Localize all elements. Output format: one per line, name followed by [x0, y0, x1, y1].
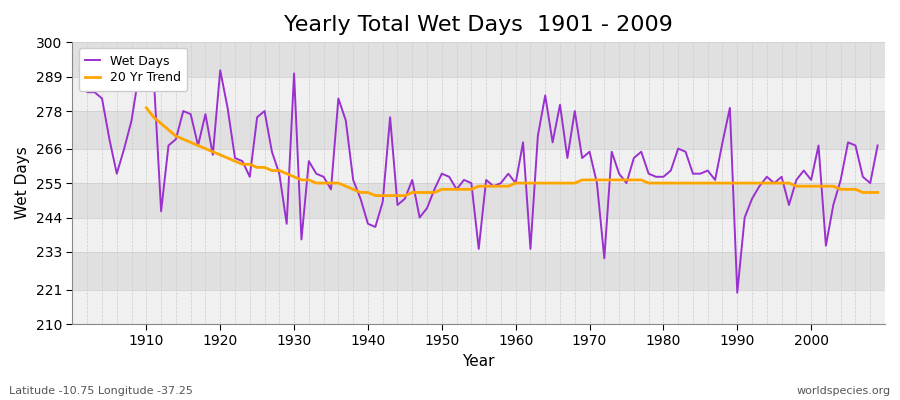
20 Yr Trend [584, 178, 595, 182]
20 Yr Trend [525, 181, 535, 186]
Wet Days [340, 118, 351, 123]
Bar [73, 111, 885, 149]
20 Yr Trend [872, 190, 883, 195]
Wet Days [75, 68, 86, 73]
20 Yr Trend [310, 181, 321, 186]
Wet Days [598, 256, 609, 261]
Bar [73, 290, 885, 324]
Text: Latitude -10.75 Longitude -37.25: Latitude -10.75 Longitude -37.25 [9, 386, 193, 396]
Bar [73, 252, 885, 290]
Wet Days [872, 143, 883, 148]
20 Yr Trend [282, 171, 292, 176]
Wet Days [503, 171, 514, 176]
Line: Wet Days: Wet Days [80, 70, 878, 293]
Title: Yearly Total Wet Days  1901 - 2009: Yearly Total Wet Days 1901 - 2009 [284, 15, 673, 35]
Wet Days [510, 181, 521, 186]
Wet Days [732, 290, 742, 295]
20 Yr Trend [141, 106, 152, 110]
Wet Days [296, 237, 307, 242]
Bar [73, 76, 885, 111]
20 Yr Trend [842, 187, 853, 192]
Bar [73, 149, 885, 183]
20 Yr Trend [821, 184, 832, 189]
Wet Days [133, 71, 144, 76]
Bar [73, 42, 885, 76]
Bar [73, 218, 885, 252]
Line: 20 Yr Trend: 20 Yr Trend [147, 108, 878, 196]
Text: worldspecies.org: worldspecies.org [796, 386, 891, 396]
X-axis label: Year: Year [463, 354, 495, 369]
Legend: Wet Days, 20 Yr Trend: Wet Days, 20 Yr Trend [78, 48, 187, 91]
Y-axis label: Wet Days: Wet Days [15, 147, 30, 220]
20 Yr Trend [370, 193, 381, 198]
Bar [73, 183, 885, 218]
